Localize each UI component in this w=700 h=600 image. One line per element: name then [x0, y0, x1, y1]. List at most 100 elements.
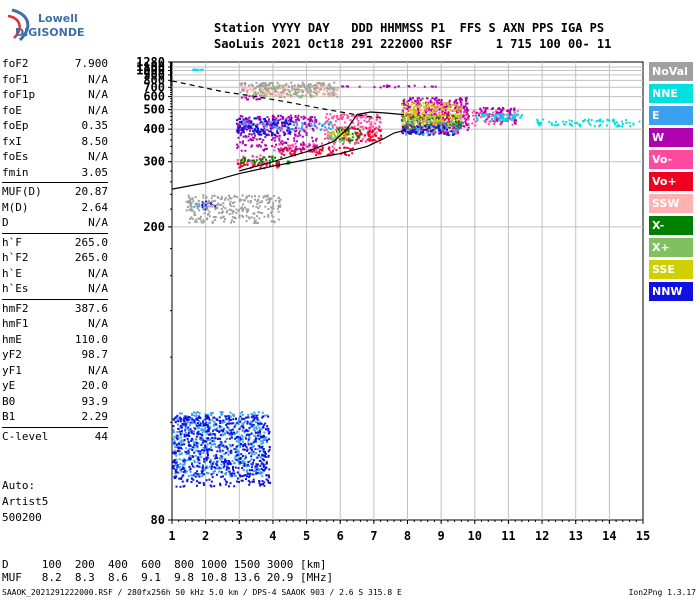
echo-point-nnw — [180, 476, 183, 479]
echo-point-noval — [271, 220, 273, 223]
echo-point-w — [417, 109, 419, 112]
echo-point-nnw — [191, 463, 193, 466]
echo-point-vo — [419, 116, 421, 119]
echo-point-x — [261, 158, 264, 161]
echo-point-nnw — [240, 425, 243, 428]
echo-point-nnw — [249, 446, 252, 449]
echo-point-sse — [413, 105, 416, 108]
echo-point-noval — [245, 214, 248, 217]
echo-point-e — [235, 449, 238, 452]
echo-point-vo — [369, 136, 372, 139]
echo-point-nnw — [256, 418, 259, 421]
echo-point-nnw — [239, 124, 242, 127]
param-name: hmF1 — [2, 317, 29, 330]
echo-point-w — [262, 118, 265, 120]
echo-point-nnw — [241, 417, 244, 420]
echo-point-nnw — [216, 460, 219, 463]
echo-point-vo — [368, 134, 371, 137]
echo-point-e — [202, 452, 205, 454]
echo-point-vo — [457, 131, 460, 134]
echo-point-vo — [355, 142, 357, 145]
echo-point-e — [253, 470, 256, 473]
echo-point-noval — [278, 205, 281, 208]
echo-point-x — [417, 120, 420, 123]
echo-point-e — [324, 126, 327, 129]
param-name: MUF(D) — [2, 185, 42, 198]
echo-point-noval — [323, 83, 326, 86]
echo-point-sse — [404, 116, 407, 119]
echo-point-nnw — [184, 469, 187, 472]
echo-point-vo — [283, 153, 286, 156]
echo-point-nnw — [247, 416, 250, 419]
echo-point-e — [440, 122, 443, 125]
param-value: 93.9 — [81, 394, 109, 408]
echo-point-vo — [364, 134, 367, 137]
echo-point-nnw — [200, 470, 203, 473]
echo-point-e — [178, 453, 181, 456]
echo-point-w — [289, 132, 291, 135]
echo-point-nnw — [239, 438, 242, 441]
echo-point-nne — [582, 120, 585, 123]
echo-point-noval — [272, 207, 275, 210]
legend-item-sse: SSE — [649, 260, 693, 279]
echo-point-vo — [328, 146, 331, 149]
echo-point-sse — [422, 124, 424, 126]
echo-point-nnw — [266, 123, 268, 126]
echo-point-e — [234, 455, 237, 458]
echo-point-noval — [189, 217, 192, 220]
echo-point-w — [464, 105, 467, 108]
echo-point-nnw — [211, 440, 214, 443]
echo-point-nnw — [188, 457, 191, 460]
echo-point-x — [458, 121, 460, 124]
echo-point-e — [230, 435, 233, 438]
echo-point-nne — [555, 124, 558, 127]
echo-point-vo — [378, 137, 381, 140]
echo-point-nnw — [186, 480, 189, 483]
echo-point-e — [243, 457, 246, 460]
echo-point-x — [447, 126, 450, 129]
x-tick-label: 6 — [337, 529, 344, 543]
echo-point-nnw — [222, 444, 225, 447]
echo-point-w — [478, 114, 480, 117]
echo-point-nnw — [252, 459, 255, 462]
echo-point-nnw — [175, 437, 178, 439]
echo-point-vo — [444, 131, 447, 134]
echo-point-nnw — [190, 440, 193, 442]
echo-point-nnw — [231, 472, 234, 475]
echo-point-e — [286, 128, 289, 131]
echo-point-nnw — [230, 449, 233, 452]
echo-point-e — [177, 448, 180, 451]
echo-point-w — [255, 98, 258, 101]
echo-point-nnw — [189, 428, 192, 431]
echo-point-nnw — [262, 130, 265, 133]
echo-point-nnw — [263, 455, 266, 458]
echo-point-noval — [241, 214, 244, 217]
echo-point-noval — [270, 86, 273, 89]
echo-point-w — [302, 115, 305, 118]
echo-point-noval — [230, 209, 232, 212]
echo-point-vo — [327, 148, 330, 151]
echo-point-e — [180, 412, 183, 415]
echo-point-nne — [583, 119, 586, 122]
echo-point-vo — [511, 116, 514, 119]
echo-point-noval — [198, 202, 201, 205]
echo-point-e — [193, 426, 196, 429]
echo-point-nnw — [246, 420, 249, 423]
echo-point-sse — [424, 118, 427, 121]
echo-point-e — [253, 439, 256, 442]
echo-point-nne — [606, 124, 608, 127]
echo-point-w — [426, 97, 429, 100]
echo-point-nnw — [260, 133, 263, 136]
echo-point-x — [403, 119, 406, 122]
echo-point-e — [247, 413, 250, 416]
echo-point-ssw — [326, 89, 329, 92]
echo-point-sse — [456, 119, 459, 122]
echo-point-vo — [340, 117, 343, 120]
echo-point-e — [207, 472, 210, 475]
echo-point-w — [479, 108, 482, 111]
echo-point-nnw — [258, 482, 261, 485]
echo-point-nne — [606, 118, 609, 121]
echo-point-e — [223, 446, 226, 449]
echo-point-noval — [203, 212, 206, 215]
echo-point-nnw — [267, 481, 270, 484]
